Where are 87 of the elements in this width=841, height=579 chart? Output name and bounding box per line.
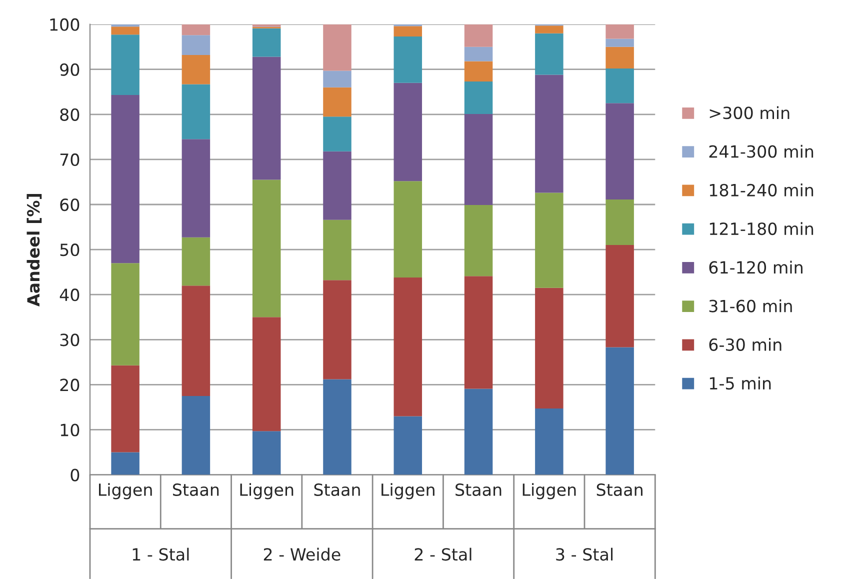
x-tick-label: Staan bbox=[596, 483, 642, 496]
bar bbox=[394, 26, 422, 36]
x-tick-label: Liggen bbox=[98, 483, 152, 500]
bar bbox=[111, 263, 140, 366]
x-tick-label: Staan bbox=[456, 483, 502, 496]
bar bbox=[252, 431, 281, 475]
bar bbox=[606, 347, 634, 475]
bar bbox=[182, 84, 210, 140]
text: 1 - Stal bbox=[132, 548, 189, 561]
y-tick-label: 30 bbox=[60, 334, 80, 346]
x-tick-label: Staan bbox=[314, 483, 360, 496]
bar bbox=[111, 26, 140, 35]
x-tick-label: Liggen bbox=[240, 483, 294, 500]
text: 2 - Stal bbox=[414, 548, 472, 561]
legend-label: 181-240 min bbox=[710, 184, 814, 196]
bar bbox=[111, 452, 140, 475]
bar bbox=[535, 26, 564, 34]
bar bbox=[252, 56, 281, 180]
y-axis-title: Aandeel [%] bbox=[26, 194, 42, 306]
bar bbox=[535, 192, 564, 288]
bar bbox=[323, 379, 352, 475]
bar bbox=[323, 220, 352, 280]
bar bbox=[252, 317, 281, 432]
text: 3 - Stal bbox=[556, 548, 613, 561]
bar bbox=[606, 200, 634, 246]
bar bbox=[535, 288, 564, 409]
bar bbox=[606, 68, 634, 104]
bar bbox=[464, 24, 493, 47]
bar bbox=[464, 204, 493, 276]
text: 2 - Weide bbox=[264, 548, 340, 561]
bar bbox=[182, 396, 210, 475]
bar bbox=[464, 46, 493, 62]
bar bbox=[394, 36, 422, 83]
bar bbox=[394, 277, 422, 416]
bar bbox=[606, 38, 634, 47]
bar bbox=[111, 34, 140, 96]
bar bbox=[464, 114, 493, 205]
bar bbox=[182, 286, 210, 396]
bar bbox=[323, 116, 352, 152]
bar bbox=[464, 61, 493, 82]
y-tick-label: 50 bbox=[60, 244, 80, 256]
bar bbox=[323, 87, 352, 117]
y-tick-label: 100 bbox=[50, 18, 80, 31]
legend-label: 1-5 min bbox=[710, 376, 771, 390]
legend-label: 241-300 min bbox=[709, 144, 814, 158]
legend-label: 31-60 min bbox=[709, 299, 792, 312]
legend-label: 61-120 min bbox=[709, 260, 802, 274]
bar bbox=[606, 46, 634, 68]
bar bbox=[394, 181, 422, 278]
y-tick-label: 90 bbox=[60, 63, 80, 76]
bar bbox=[535, 33, 564, 75]
y-tick-label: 60 bbox=[60, 198, 80, 212]
bar bbox=[464, 82, 493, 114]
bar bbox=[606, 103, 634, 200]
bar bbox=[182, 237, 210, 286]
bar bbox=[606, 245, 634, 348]
bar bbox=[252, 180, 281, 318]
bar bbox=[111, 95, 140, 264]
bar bbox=[394, 416, 422, 475]
y-tick-label: 10 bbox=[60, 424, 80, 436]
bar bbox=[394, 82, 422, 182]
bar bbox=[606, 24, 634, 39]
bar bbox=[182, 54, 210, 84]
bar bbox=[182, 24, 210, 36]
bar bbox=[323, 280, 352, 380]
y-tick-label: 70 bbox=[60, 153, 80, 166]
bar bbox=[323, 70, 352, 88]
x-tick-label: Staan bbox=[173, 483, 219, 496]
x-tick-label: Liggen bbox=[382, 483, 434, 500]
y-tick-label: 80 bbox=[60, 108, 80, 121]
bar bbox=[111, 365, 140, 452]
legend-label: 121-180 min bbox=[710, 222, 814, 236]
bar bbox=[464, 276, 493, 389]
legend-label: 6-30 min bbox=[709, 338, 782, 351]
legend-label: >300 min bbox=[710, 106, 790, 120]
y-tick-label: 0 bbox=[70, 468, 80, 482]
bar bbox=[182, 35, 210, 55]
bar bbox=[252, 28, 281, 57]
bar bbox=[535, 408, 564, 475]
bar bbox=[535, 74, 564, 193]
bar bbox=[182, 139, 210, 238]
bar bbox=[323, 151, 352, 220]
y-tick-label: 40 bbox=[60, 288, 80, 302]
y-tick-label: 20 bbox=[60, 378, 80, 392]
x-tick-label: Liggen bbox=[522, 483, 576, 500]
bar bbox=[323, 24, 352, 71]
bar bbox=[464, 388, 493, 475]
